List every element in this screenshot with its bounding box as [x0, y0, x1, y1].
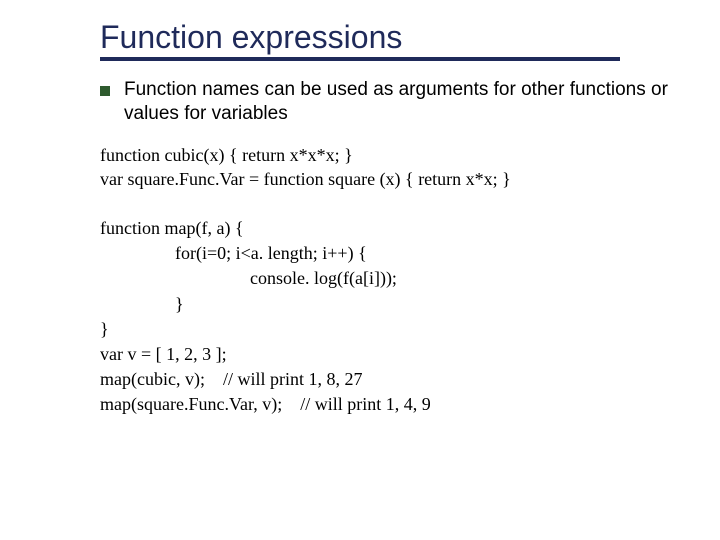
code-line: var v = [ 1, 2, 3 ];	[100, 342, 675, 367]
code-line: }	[100, 317, 675, 342]
square-bullet-icon	[100, 86, 110, 96]
bullet-list: Function names can be used as arguments …	[100, 78, 675, 126]
code-line: map(cubic, v); // will print 1, 8, 27	[100, 367, 675, 392]
bullet-item: Function names can be used as arguments …	[100, 78, 675, 126]
code-line: var square.Func.Var = function square (x…	[100, 167, 675, 191]
code-line: function map(f, a) {	[100, 216, 675, 241]
slide: Function expressions Function names can …	[0, 0, 720, 540]
code-line: map(square.Func.Var, v); // will print 1…	[100, 392, 675, 417]
slide-title: Function expressions	[100, 20, 660, 55]
code-block-b: function map(f, a) { for(i=0; i<a. lengt…	[100, 216, 675, 418]
code-line: console. log(f(a[i]));	[100, 266, 675, 291]
code-line: function cubic(x) { return x*x*x; }	[100, 143, 675, 167]
title-block: Function expressions	[100, 20, 660, 61]
code-block-a: function cubic(x) { return x*x*x; } var …	[100, 143, 675, 192]
bullet-text: Function names can be used as arguments …	[124, 78, 675, 126]
title-underline	[100, 57, 620, 61]
code-line: }	[100, 292, 675, 317]
code-line: for(i=0; i<a. length; i++) {	[100, 241, 675, 266]
